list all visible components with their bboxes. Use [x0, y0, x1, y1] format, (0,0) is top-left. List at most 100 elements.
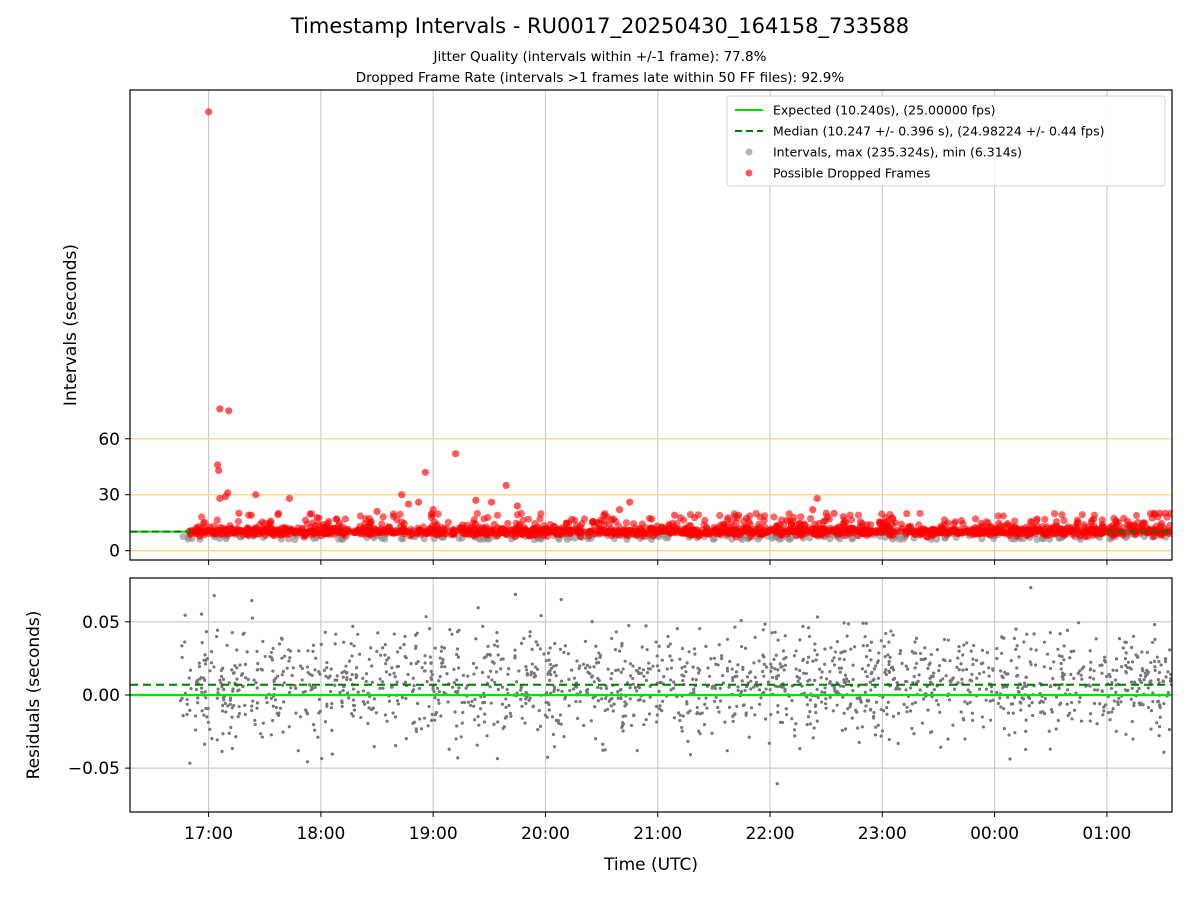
residual-point	[432, 689, 436, 694]
residual-point	[348, 677, 353, 682]
residual-point	[842, 711, 846, 715]
residual-point	[456, 756, 460, 760]
residual-point	[820, 670, 824, 674]
dropped-frame-point	[701, 516, 709, 524]
dropped-frame-point	[1090, 522, 1098, 530]
residual-point	[559, 679, 564, 683]
residual-point	[455, 678, 459, 682]
residual-point	[685, 700, 689, 704]
residual-point	[356, 690, 360, 694]
residual-point	[1135, 689, 1139, 693]
residual-point	[283, 654, 287, 658]
residual-point	[851, 677, 855, 682]
residual-point	[519, 688, 523, 692]
residual-point	[1048, 631, 1052, 635]
residual-point	[1072, 649, 1076, 653]
residual-point	[863, 690, 867, 694]
residual-point	[961, 668, 965, 672]
chart-subtitle-dropped: Dropped Frame Rate (intervals >1 frames …	[355, 70, 845, 86]
residual-point	[412, 684, 416, 688]
dropped-frame-outlier	[813, 494, 821, 503]
residual-point	[733, 625, 737, 629]
residual-point	[1072, 708, 1077, 712]
residual-point	[212, 665, 216, 669]
residual-point	[1163, 657, 1168, 661]
residual-point	[727, 705, 732, 709]
residual-point	[243, 712, 247, 716]
residual-point	[291, 666, 295, 670]
residual-point	[891, 633, 895, 637]
residual-point	[393, 675, 397, 679]
residual-point	[225, 643, 229, 647]
residual-point	[898, 648, 903, 653]
residual-point	[584, 689, 589, 693]
residual-point	[437, 690, 441, 694]
residual-point	[477, 723, 481, 727]
residual-point	[568, 688, 572, 693]
dropped-frame-point	[228, 529, 236, 537]
dropped-frame-point	[1000, 522, 1008, 530]
dropped-frame-point	[434, 510, 442, 518]
residual-point	[623, 659, 627, 663]
dropped-frame-outlier	[215, 466, 223, 475]
residual-point	[212, 594, 216, 598]
residual-point	[764, 665, 769, 669]
residual-point	[610, 636, 614, 641]
residual-point	[1061, 674, 1065, 678]
residual-point	[350, 672, 354, 677]
residual-point	[208, 727, 212, 732]
dropped-frame-point	[1166, 521, 1172, 530]
residual-point	[202, 742, 207, 746]
residual-point	[784, 707, 788, 711]
residual-point	[1106, 711, 1111, 715]
residual-point	[1158, 704, 1162, 708]
residual-point	[863, 670, 868, 674]
residual-point	[1136, 655, 1140, 659]
residual-point	[912, 674, 916, 679]
residual-point	[914, 661, 919, 666]
residual-point	[825, 677, 829, 681]
residual-point	[868, 680, 872, 684]
residual-point	[1169, 677, 1172, 681]
residual-point	[813, 703, 818, 707]
residual-point	[797, 676, 802, 680]
residual-point	[668, 642, 672, 646]
residual-point	[749, 706, 754, 710]
dropped-frame-point	[761, 512, 769, 520]
residual-point	[440, 645, 444, 649]
residual-point	[968, 700, 972, 704]
residual-point	[1123, 657, 1128, 661]
dropped-frame-point	[396, 510, 404, 518]
residual-point	[430, 712, 434, 717]
residual-point	[530, 647, 534, 651]
residual-point	[1102, 705, 1106, 709]
residual-point	[442, 646, 447, 650]
dropped-frame-point	[524, 515, 533, 523]
residual-point	[736, 685, 740, 689]
residual-point	[1002, 707, 1006, 711]
residual-point	[230, 706, 234, 710]
residual-point	[593, 705, 597, 709]
residual-point	[320, 756, 324, 761]
residual-point	[676, 711, 681, 715]
residual-point	[1033, 663, 1038, 667]
dropped-frame-point	[274, 509, 283, 518]
residual-point	[413, 633, 418, 637]
residual-point	[747, 735, 751, 739]
dropped-frame-point	[622, 519, 630, 527]
residual-point	[948, 659, 952, 663]
residual-point	[704, 696, 708, 700]
residual-point	[1015, 666, 1019, 670]
residual-point	[1049, 707, 1054, 712]
residual-point	[672, 680, 676, 684]
residual-point	[435, 686, 440, 690]
residual-point	[816, 696, 820, 700]
residual-point	[537, 708, 541, 713]
residual-point	[884, 668, 888, 672]
residual-point	[351, 624, 355, 628]
residual-point	[439, 714, 443, 718]
residual-point	[441, 661, 445, 665]
residual-point	[662, 675, 666, 679]
residual-point	[823, 686, 827, 690]
dropped-frame-point	[940, 516, 949, 524]
